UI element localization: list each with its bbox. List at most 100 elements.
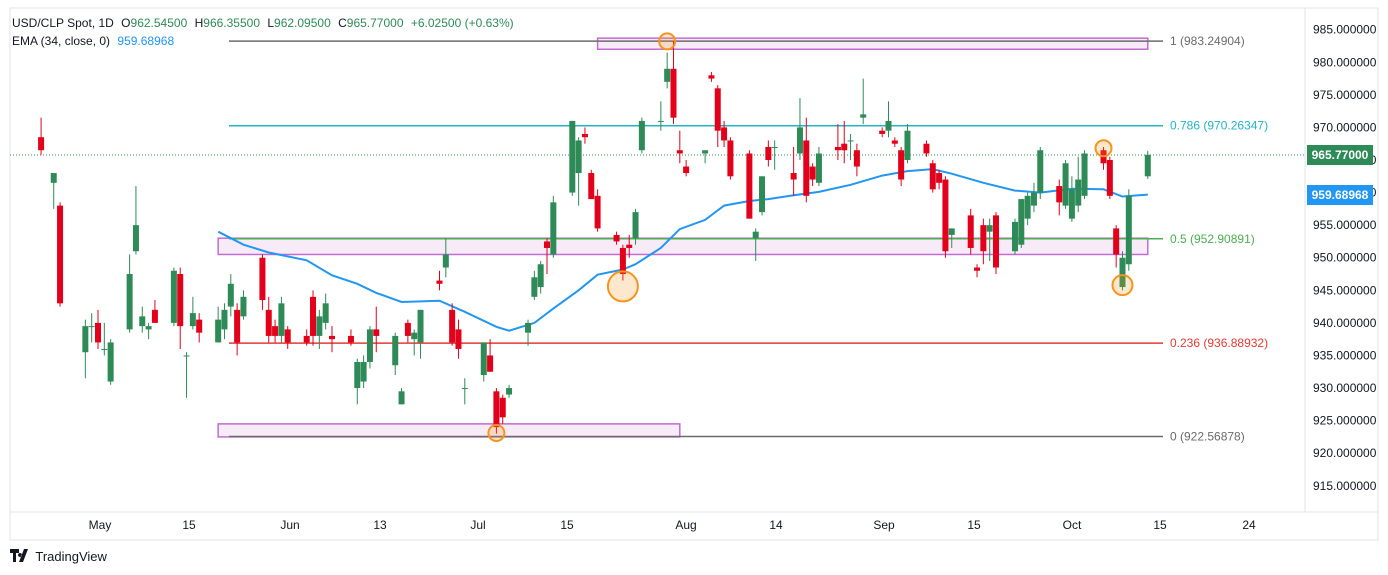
candle-body (506, 388, 513, 395)
candle-body (284, 329, 291, 343)
candle-body (392, 335, 399, 366)
tradingview-logo[interactable]: TradingView (10, 549, 107, 564)
candle-body (809, 166, 816, 180)
candle (436, 270, 443, 291)
candle-body (714, 88, 721, 131)
candle-body (796, 127, 803, 154)
candle (1075, 156, 1082, 213)
candle-body (126, 274, 133, 330)
candle-body (575, 140, 582, 174)
time-tick-label: 15 (182, 518, 196, 532)
candle (923, 140, 930, 157)
candle-body (626, 244, 633, 248)
price-tick-label: 915.000000 (1313, 479, 1377, 493)
candle-body (1011, 221, 1018, 252)
candle-body (632, 212, 639, 239)
candle-body (189, 313, 196, 327)
candle-body (860, 114, 867, 118)
candle-body (771, 146, 778, 148)
candle-body (461, 388, 468, 390)
candle (189, 296, 196, 330)
candle (581, 127, 588, 144)
candle-body (1062, 163, 1069, 206)
candle (107, 339, 114, 385)
time-tick-label: 15 (560, 518, 574, 532)
candle (809, 163, 816, 187)
candle (259, 254, 266, 310)
candle (657, 101, 664, 131)
candle (771, 140, 778, 170)
candle-body (986, 225, 993, 232)
candle (38, 117, 45, 155)
symbol-title[interactable]: USD/CLP Spot, 1D (12, 16, 114, 30)
candle (373, 306, 380, 353)
candle-body (259, 257, 266, 301)
candle (670, 41, 677, 125)
candle (898, 146, 905, 187)
candle-body (145, 326, 152, 330)
candle (796, 98, 803, 161)
candle-body (177, 274, 184, 327)
candle (493, 388, 500, 434)
candle-body (898, 150, 905, 180)
ema-label[interactable]: EMA (34, close, 0) (12, 34, 111, 48)
tradingview-icon (10, 549, 28, 562)
candle (278, 296, 285, 343)
candle-body (525, 322, 532, 333)
time-axis-frame (9, 511, 1379, 541)
candle-body (442, 254, 449, 268)
candle (328, 326, 335, 353)
candle (215, 306, 222, 343)
candle-body (310, 296, 317, 336)
low-value: L962.09500 (267, 16, 331, 30)
candle (702, 150, 709, 164)
candle-body (531, 277, 538, 297)
candle (50, 173, 57, 209)
candle-body (493, 391, 500, 428)
price-tick-label: 935.000000 (1313, 348, 1377, 362)
candle (632, 208, 639, 245)
candle (664, 52, 671, 89)
candle (449, 303, 456, 346)
candle-body (702, 150, 709, 154)
candle-body (227, 283, 234, 307)
highlight-circle (606, 270, 639, 303)
candle-body (948, 228, 955, 235)
candle-body (1125, 195, 1132, 265)
candle (1037, 146, 1044, 200)
candle (499, 394, 506, 424)
time-tick-label: Jul (470, 518, 485, 532)
candle (759, 176, 766, 216)
candle-body (1056, 186, 1063, 203)
candle-body (265, 309, 272, 336)
ema-line (217, 168, 1148, 332)
candle (847, 133, 854, 161)
candle-body (974, 267, 981, 271)
candle-body (221, 309, 228, 330)
candle (544, 238, 551, 275)
supply-demand-zone (217, 423, 681, 438)
candle (411, 329, 418, 356)
candle-body (50, 173, 57, 183)
candle (132, 186, 139, 255)
candle (506, 384, 513, 398)
candle (879, 127, 886, 138)
candle-body (449, 309, 456, 343)
candle-body (727, 140, 734, 177)
candle-body (790, 173, 797, 180)
candle-body (88, 326, 95, 328)
time-tick-label: Sep (873, 518, 895, 532)
candle-body (613, 234, 620, 242)
candle (525, 319, 532, 346)
candle (967, 208, 974, 255)
candle (1024, 192, 1031, 226)
fib-level-label: 0.786 (970.26347) (1170, 119, 1268, 133)
candle-body (411, 332, 418, 340)
candle-body (240, 296, 247, 317)
candle (537, 260, 544, 294)
candle (993, 212, 1000, 275)
candle-body (404, 322, 411, 336)
candle (575, 137, 582, 206)
